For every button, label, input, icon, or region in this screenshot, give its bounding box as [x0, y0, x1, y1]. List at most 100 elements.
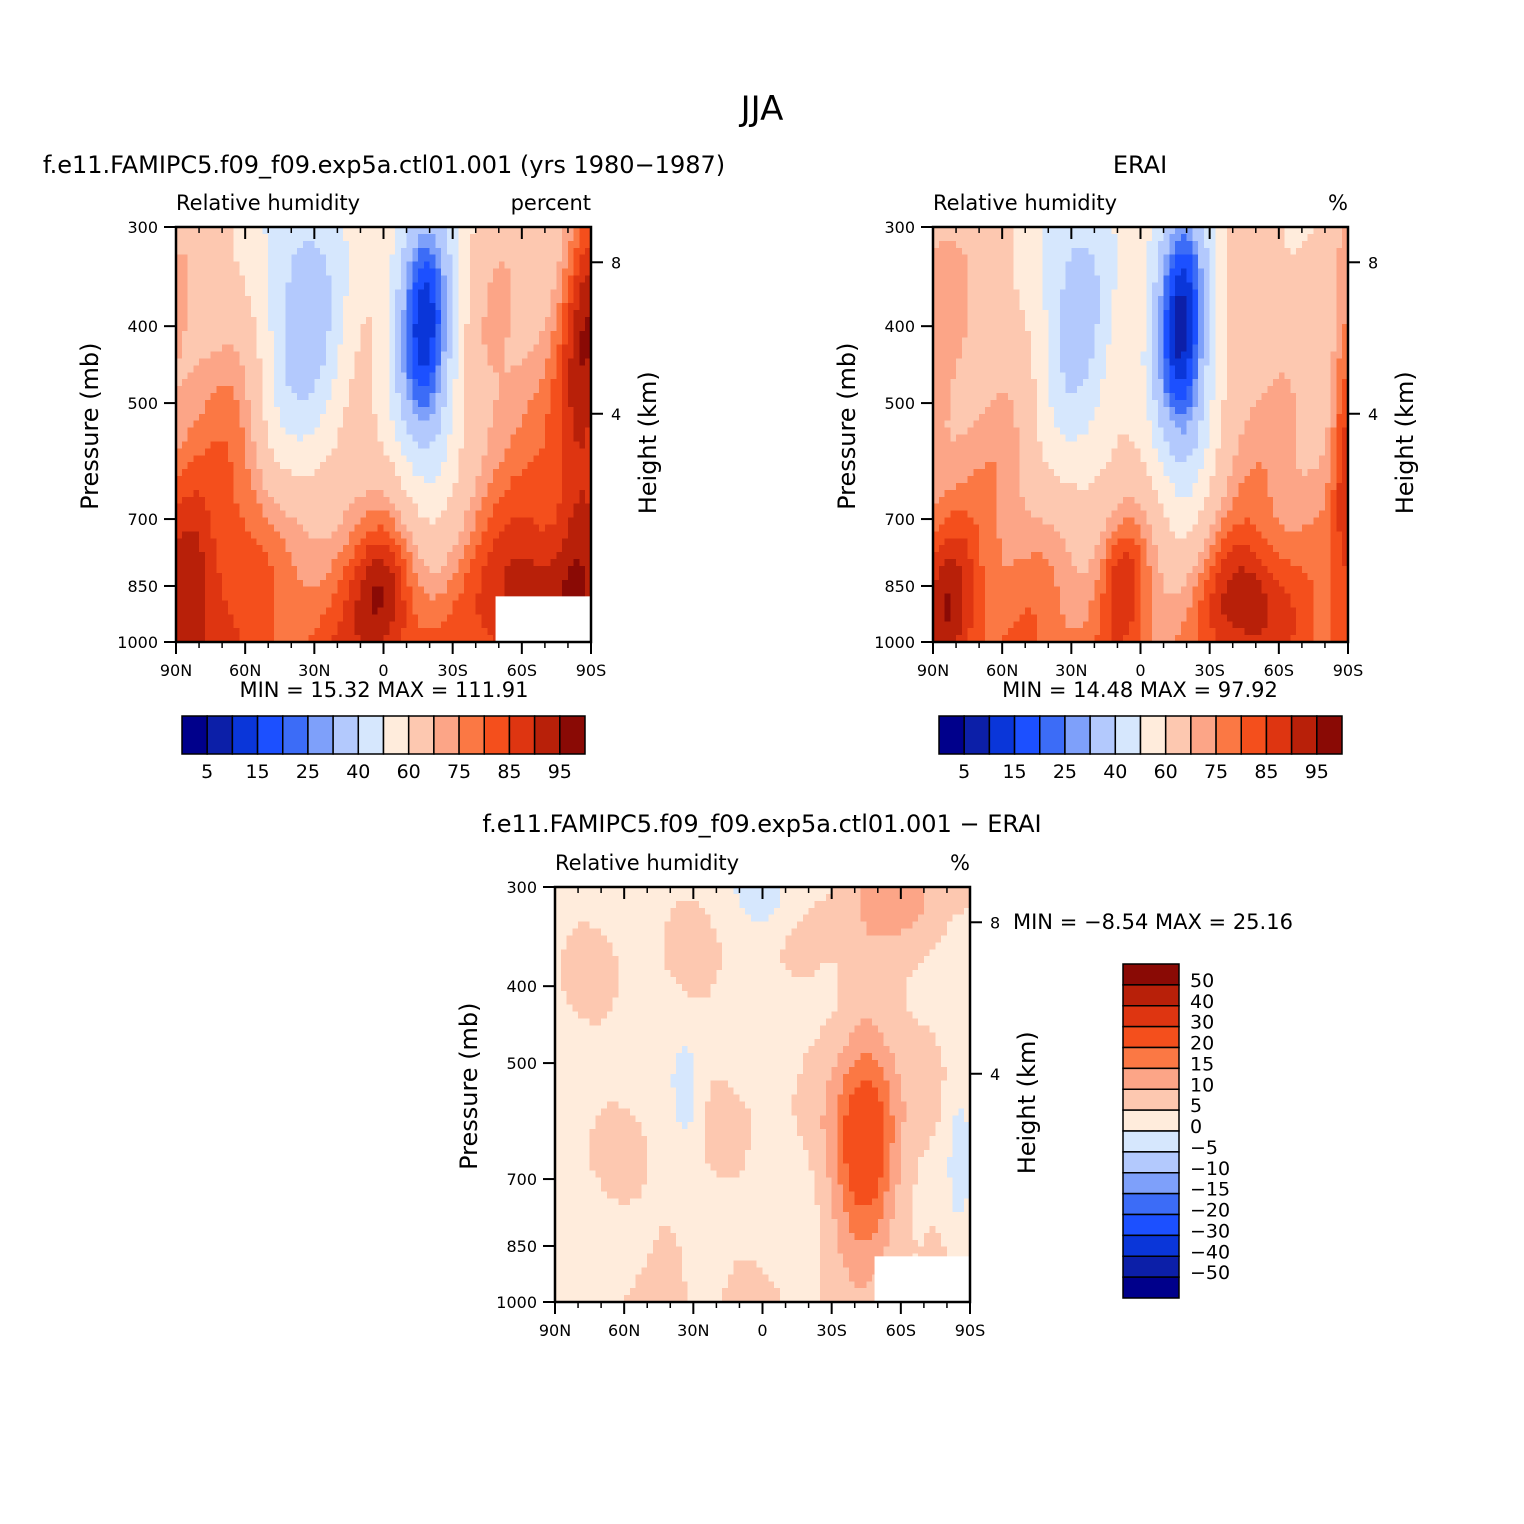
- field-cell: [181, 552, 189, 560]
- field-cell: [204, 365, 212, 373]
- field-cell: [493, 552, 500, 560]
- field-cell: [406, 572, 413, 581]
- field-cell: [1301, 247, 1309, 256]
- field-cell: [389, 268, 396, 277]
- field-cell: [1036, 247, 1044, 256]
- field-cell: [308, 448, 315, 456]
- field-cell: [360, 268, 367, 277]
- field-cell: [550, 240, 558, 249]
- field-cell: [400, 427, 408, 436]
- field-cell: [464, 524, 471, 532]
- field-cell: [533, 413, 540, 422]
- field-cell: [354, 517, 362, 526]
- field-cell: [585, 462, 592, 470]
- field-cell: [320, 337, 327, 346]
- field-cell: [487, 462, 494, 470]
- field-cell: [498, 275, 506, 283]
- field-cell: [1186, 227, 1193, 235]
- field-cell: [481, 510, 488, 519]
- field-cell: [469, 607, 477, 615]
- field-cell: [1319, 247, 1326, 256]
- field-cell: [579, 503, 586, 512]
- field-cell: [176, 517, 183, 526]
- field-cell: [343, 462, 350, 470]
- field-cell: [389, 517, 396, 526]
- field-cell: [256, 593, 264, 602]
- field-cell: [504, 538, 511, 546]
- field-cell: [1261, 247, 1268, 256]
- field-cell: [429, 496, 436, 505]
- field-cell: [1065, 275, 1072, 283]
- field-cell: [389, 261, 396, 270]
- field-cell: [360, 393, 367, 401]
- field-cell: [1082, 227, 1090, 235]
- field-cell: [446, 476, 454, 484]
- field-cell: [562, 531, 569, 539]
- field-cell: [938, 254, 946, 263]
- field-cell: [360, 240, 367, 249]
- field-cell: [395, 552, 402, 560]
- field-cell: [297, 614, 304, 622]
- field-cell: [360, 489, 367, 498]
- field-cell: [961, 268, 969, 277]
- field-cell: [458, 254, 465, 263]
- field-cell: [423, 358, 431, 366]
- field-cell: [193, 524, 200, 532]
- field-cell: [360, 310, 367, 318]
- field-cell: [337, 316, 344, 325]
- field-cell: [285, 323, 292, 332]
- field-cell: [516, 247, 523, 256]
- field-cell: [297, 545, 304, 553]
- field-cell: [446, 434, 454, 443]
- field-cell: [579, 510, 586, 519]
- field-cell: [498, 406, 506, 415]
- field-cell: [279, 462, 287, 470]
- field-cell: [239, 310, 246, 318]
- field-cell: [285, 538, 292, 546]
- field-cell: [210, 600, 217, 609]
- field-cell: [187, 275, 194, 283]
- field-cell: [176, 330, 183, 339]
- field-cell: [302, 268, 310, 277]
- field-cell: [973, 261, 980, 270]
- field-cell: [285, 635, 292, 643]
- field-cell: [308, 372, 315, 380]
- field-cell: [510, 448, 517, 456]
- field-cell: [452, 386, 460, 394]
- field-cell: [493, 545, 500, 553]
- field-cell: [181, 275, 189, 283]
- field-cell: [973, 247, 980, 256]
- field-cell: [533, 565, 540, 574]
- field-cell: [233, 455, 240, 463]
- field-cell: [504, 496, 511, 505]
- field-cell: [1290, 233, 1297, 242]
- field-cell: [469, 372, 477, 380]
- field-cell: [273, 316, 281, 325]
- field-cell: [1180, 240, 1188, 249]
- field-cell: [481, 559, 488, 567]
- field-cell: [446, 427, 454, 436]
- field-cell: [1261, 227, 1268, 235]
- field-cell: [291, 393, 298, 401]
- field-cell: [562, 296, 569, 304]
- colorbar-box: [533, 715, 561, 755]
- field-cell: [579, 233, 586, 242]
- field-cell: [366, 316, 373, 325]
- field-cell: [585, 420, 592, 429]
- field-cell: [181, 282, 189, 290]
- field-cell: [504, 517, 511, 526]
- field-cell: [297, 538, 304, 546]
- field-cell: [268, 476, 275, 484]
- field-cell: [567, 316, 575, 325]
- field-cell: [256, 621, 264, 629]
- field-cell: [291, 489, 298, 498]
- field-cell: [498, 337, 506, 346]
- field-cell: [452, 476, 460, 484]
- field-cell: [239, 476, 246, 484]
- field-cell: [585, 344, 592, 353]
- field-cell: [487, 233, 494, 242]
- field-cell: [567, 282, 575, 290]
- field-cell: [250, 621, 258, 629]
- field-cell: [423, 386, 431, 394]
- field-cell: [354, 621, 362, 629]
